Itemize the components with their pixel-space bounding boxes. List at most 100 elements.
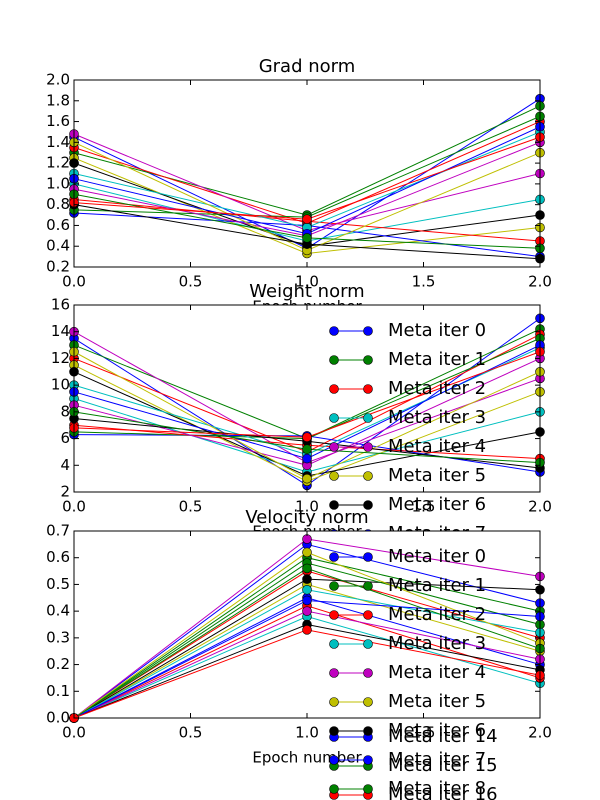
y-tick-label: 1.0 — [46, 174, 70, 192]
legend-label: Meta iter 8 — [388, 778, 486, 799]
legend-label: Meta iter 14 — [388, 726, 498, 747]
x-tick-label: 1.5 — [412, 273, 436, 291]
legend-marker — [363, 581, 373, 591]
subplot-title: Weight norm — [249, 281, 364, 302]
legend-marker — [329, 726, 339, 736]
legend-label: Meta iter 6 — [388, 494, 486, 515]
y-tick-label: 4 — [60, 456, 70, 474]
y-tick-label: 1.6 — [46, 112, 70, 130]
point-marker — [302, 606, 312, 616]
x-tick-label: 1.5 — [412, 498, 436, 516]
y-tick-label: 0.7 — [46, 522, 70, 540]
legend-label: Meta iter 3 — [388, 407, 486, 428]
x-tick-label: 0.5 — [179, 273, 203, 291]
y-tick-label: 6 — [60, 429, 70, 447]
subplot-title: Grad norm — [259, 56, 356, 77]
legend-marker — [329, 581, 339, 591]
x-tick-label: 1.0 — [295, 498, 319, 516]
subplot-title: Velocity norm — [245, 507, 368, 528]
y-tick-label: 2.0 — [46, 71, 70, 89]
legend-marker — [329, 610, 339, 620]
point-marker — [302, 444, 312, 455]
x-tick-label: 1.5 — [412, 724, 436, 742]
x-tick-label: 0.0 — [62, 498, 86, 516]
x-tick-label: 1.0 — [295, 273, 319, 291]
legend-marker — [329, 552, 339, 562]
subplot: 0.2 0.4 0.6 0.8 1.0 1.2 1.4 1.6 1.8 2.0 0.0 0.5 1.0 1… — [46, 56, 552, 316]
legend-marker — [329, 413, 339, 423]
y-tick-label: 0.4 — [46, 602, 70, 620]
legend-label: Meta iter 2 — [388, 378, 486, 399]
legend-marker — [329, 639, 339, 649]
y-tick-label: 0.1 — [46, 682, 70, 700]
legend-marker — [363, 413, 373, 423]
legend-marker — [363, 726, 373, 736]
x-tick-label: 0.5 — [179, 724, 203, 742]
point-marker — [302, 595, 312, 606]
y-tick-label: 16 — [51, 296, 70, 314]
legend-marker — [363, 697, 373, 707]
legend-marker — [363, 471, 373, 481]
legend-marker — [363, 355, 373, 365]
y-tick-label: 1.2 — [46, 154, 70, 172]
legend-label: Meta iter 7 — [388, 749, 486, 770]
y-tick-label: 1.4 — [46, 133, 70, 151]
x-tick-label: 2.0 — [528, 273, 552, 291]
legend-marker — [329, 755, 339, 765]
legend-marker — [329, 500, 339, 510]
subplot: 0.0 0.1 0.2 0.3 0.4 0.5 0.6 0.7 0.0 0.5 1.0 1.5 2.0 E… — [46, 507, 552, 767]
point-marker — [302, 233, 312, 243]
point-marker — [302, 584, 312, 595]
x-tick-label: 0.0 — [62, 273, 86, 291]
legend-label: Meta iter 4 — [388, 662, 486, 683]
legend-marker — [363, 755, 373, 765]
legend-label: Meta iter 1 — [388, 575, 486, 596]
legend-marker — [363, 668, 373, 678]
legend-marker — [363, 639, 373, 649]
legend-marker — [363, 500, 373, 510]
y-tick-label: 0.5 — [46, 575, 70, 593]
legend-label: Meta iter 1 — [388, 349, 486, 370]
y-tick-label: 0.4 — [46, 237, 70, 255]
y-tick-label: 0.0 — [46, 709, 70, 727]
legend-label: Meta iter 0 — [388, 320, 486, 341]
y-tick-label: 0.2 — [46, 258, 70, 276]
legend-label: Meta iter 5 — [388, 691, 486, 712]
y-tick-label: 0.3 — [46, 628, 70, 646]
legend-marker — [363, 784, 373, 794]
legend: Meta iter 0 Meta iter 1 Meta iter 2 Meta it… — [329, 546, 486, 799]
legend-marker — [363, 610, 373, 620]
legend-marker — [329, 384, 339, 394]
point-marker — [302, 563, 312, 574]
legend-marker — [363, 326, 373, 336]
y-tick-label: 1.8 — [46, 91, 70, 109]
legend-marker — [363, 384, 373, 394]
y-tick-label: 0.8 — [46, 195, 70, 213]
y-tick-label: 2 — [60, 483, 70, 501]
y-tick-label: 10 — [51, 376, 70, 394]
x-tick-label: 1.0 — [295, 724, 319, 742]
y-tick-label: 0.6 — [46, 216, 70, 234]
legend-label: Meta iter 0 — [388, 546, 486, 567]
y-tick-label: 14 — [51, 322, 70, 340]
point-marker — [302, 432, 312, 443]
y-tick-label: 8 — [60, 402, 70, 420]
legend-marker — [329, 326, 339, 336]
point-marker — [302, 214, 312, 225]
point-marker — [302, 473, 312, 484]
x-tick-label: 0.0 — [62, 724, 86, 742]
legend-label: Meta iter 15 — [388, 755, 498, 776]
legend-marker — [363, 442, 373, 452]
point-marker — [302, 547, 312, 558]
point-marker — [302, 574, 312, 584]
legend-label: Meta iter 16 — [388, 784, 498, 800]
legend-marker — [329, 668, 339, 678]
legend-label: Meta iter 2 — [388, 604, 486, 625]
legend-marker — [329, 442, 339, 452]
legend-marker — [329, 471, 339, 481]
plot-area — [69, 534, 545, 723]
legend-marker — [329, 355, 339, 365]
point-marker — [302, 453, 312, 464]
